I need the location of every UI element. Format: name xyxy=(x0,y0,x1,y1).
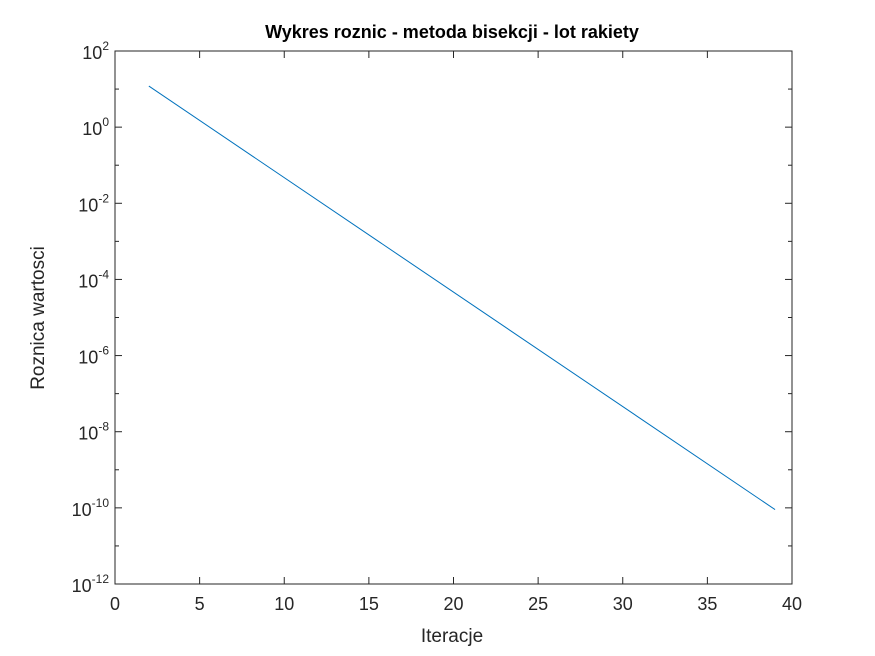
x-tick-label: 40 xyxy=(782,594,802,614)
x-tick-label: 30 xyxy=(613,594,633,614)
x-tick-label: 20 xyxy=(443,594,463,614)
y-tick-labels: 10-12 10-10 10-8 10-6 10-4 10-2 100 102 xyxy=(72,39,110,596)
y-axis-label: Roznica wartosci xyxy=(28,246,49,390)
chart-title: Wykres roznic - metoda bisekcji - lot ra… xyxy=(265,22,639,42)
series-group xyxy=(148,85,776,511)
x-tick-label: 15 xyxy=(359,594,379,614)
x-tick-label: 0 xyxy=(110,594,120,614)
x-tick-label: 10 xyxy=(274,594,294,614)
x-tick-labels: 0 5 10 15 20 25 30 35 40 xyxy=(110,594,802,614)
y-tick-label: 10-8 xyxy=(78,420,109,444)
x-axis-label: Iteracje xyxy=(421,626,483,647)
y-tick-label: 10-12 xyxy=(72,572,110,596)
ticks xyxy=(114,50,793,585)
axes-box xyxy=(114,50,793,585)
y-tick-label: 102 xyxy=(82,39,109,63)
y-tick-label: 10-10 xyxy=(72,496,110,520)
x-tick-label: 35 xyxy=(697,594,717,614)
x-tick-label: 5 xyxy=(195,594,205,614)
x-tick-label: 25 xyxy=(528,594,548,614)
y-tick-label: 10-6 xyxy=(78,344,109,368)
y-tick-label: 10-4 xyxy=(78,267,109,291)
y-tick-label: 100 xyxy=(82,115,109,139)
y-tick-label: 10-2 xyxy=(78,191,109,215)
series-line xyxy=(148,85,776,511)
